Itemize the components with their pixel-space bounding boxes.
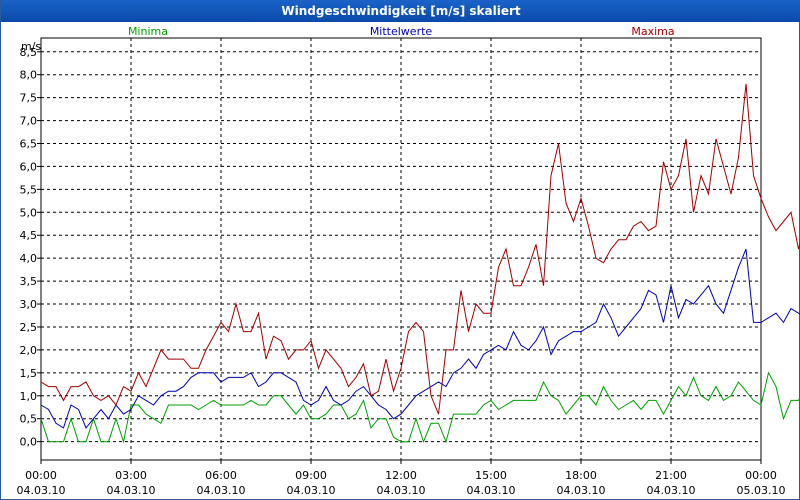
x-tick-date-label: 04.03.10: [287, 484, 336, 497]
legend-maxima: Maxima: [631, 25, 674, 38]
x-tick-date-label: 04.03.10: [647, 484, 696, 497]
x-tick-labels: 00:00 04.03.10 03:00 04.03.10 06:00 04.03.10 0…: [17, 469, 786, 497]
y-tick-label: 3,5: [20, 275, 38, 288]
y-tick-label: 7,0: [20, 115, 38, 128]
x-tick-date-label: 05.03.10: [737, 484, 786, 497]
x-tick-time-label: 18:00: [565, 469, 597, 482]
y-tick-label: 8,5: [20, 46, 38, 59]
x-tick-time-label: 15:00: [475, 469, 507, 482]
x-tick-time-label: 03:00: [115, 469, 147, 482]
y-tick-label: 1,5: [20, 367, 38, 380]
y-tick-label: 0,5: [20, 413, 38, 426]
x-tick-time-label: 21:00: [655, 469, 687, 482]
x-tick-date-label: 04.03.10: [107, 484, 156, 497]
plot-frame: [40, 37, 762, 461]
x-tick-date-label: 04.03.10: [17, 484, 66, 497]
x-tick-date-label: 04.03.10: [197, 484, 246, 497]
x-tick-date-label: 04.03.10: [557, 484, 606, 497]
y-tick-label: 0,0: [20, 436, 38, 449]
y-tick-label: 6,5: [20, 138, 38, 151]
y-tick-label: 3,0: [20, 298, 38, 311]
y-tick-label: 5,5: [20, 183, 38, 196]
y-tick-label: 2,0: [20, 344, 38, 357]
y-tick-label: 4,5: [20, 229, 38, 242]
x-tick-date-label: 04.03.10: [467, 484, 516, 497]
series-lines: [40, 83, 800, 444]
chart-title: Windgeschwindigkeit [m/s] skaliert: [1, 0, 800, 22]
y-tick-label: 5,0: [20, 206, 38, 219]
x-tick-time-label: 12:00: [385, 469, 417, 482]
y-tick-label: 2,5: [20, 321, 38, 334]
y-tick-label: 6,0: [20, 160, 38, 173]
legend-mittelwerte: Mittelwerte: [370, 25, 433, 38]
legend: Minima Mittelwerte Maxima: [128, 25, 675, 38]
series-line-minima: [40, 371, 800, 444]
y-tick-label: 8,0: [20, 69, 38, 82]
y-tick-label: 4,0: [20, 252, 38, 265]
x-tick-time-label: 09:00: [295, 469, 327, 482]
axes: [37, 37, 762, 464]
x-tick-time-label: 00:00: [745, 469, 777, 482]
y-tick-label: 7,5: [20, 92, 38, 105]
x-tick-date-label: 04.03.10: [377, 484, 426, 497]
y-tick-labels: 0,0 0,5 1,0 1,5 2,0 2,5 3,0 3,5 4,0 4,5 5,0 5,5 6,0 6…: [20, 40, 42, 449]
series-line-mittelwerte: [40, 248, 800, 429]
series-line-maxima: [40, 83, 800, 415]
x-tick-time-label: 06:00: [205, 469, 237, 482]
x-tick-time-label: 00:00: [25, 469, 57, 482]
grid-lines: [41, 38, 761, 460]
y-tick-label: 1,0: [20, 390, 38, 403]
legend-minima: Minima: [128, 25, 168, 38]
y-axis-label: m/s: [21, 40, 41, 53]
